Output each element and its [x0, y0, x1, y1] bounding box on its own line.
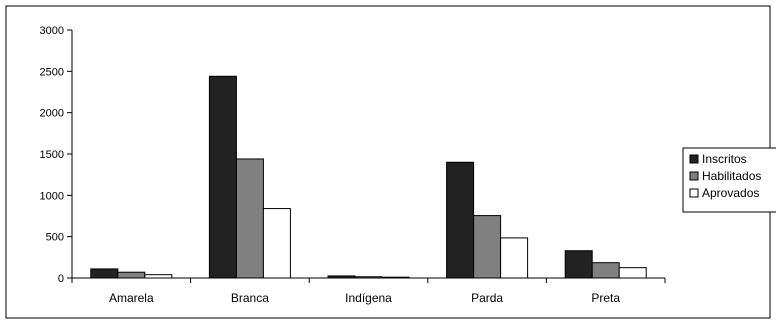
- bar-preta-aprovados: [618, 267, 647, 279]
- y-tick-label: 1500: [40, 149, 64, 161]
- bar-amarela-aprovados: [144, 274, 173, 279]
- legend-label: Habilitados: [702, 169, 761, 183]
- y-tick-label: 0: [58, 273, 64, 285]
- y-tick-label: 2000: [40, 108, 64, 120]
- bar-indígena-inscritos: [327, 275, 356, 279]
- bars: [90, 75, 647, 279]
- legend-swatch: [689, 154, 699, 164]
- x-tick-label: Preta: [591, 291, 620, 305]
- bar-parda-habilitados: [473, 215, 502, 279]
- bar-indígena-habilitados: [354, 276, 383, 279]
- y-tick-label: 500: [46, 232, 64, 244]
- bar-branca-inscritos: [208, 75, 237, 279]
- x-tick-label: Amarela: [109, 291, 154, 305]
- bar-preta-habilitados: [591, 262, 620, 279]
- legend-label: Inscritos: [702, 152, 747, 166]
- y-tick-label: 1000: [40, 190, 64, 202]
- bar-preta-inscritos: [564, 250, 593, 279]
- y-axis: 0 500 1000 1500 2000 2500 3000: [40, 25, 73, 285]
- legend-swatch: [689, 171, 699, 181]
- bar-branca-aprovados: [262, 208, 291, 279]
- bar-branca-habilitados: [235, 158, 264, 279]
- y-tick-label: 2500: [40, 66, 64, 78]
- bar-indígena-aprovados: [381, 276, 410, 279]
- bar-parda-inscritos: [446, 161, 475, 279]
- legend-label: Aprovados: [702, 186, 759, 200]
- bar-amarela-inscritos: [90, 268, 119, 279]
- chart-border: [5, 5, 771, 319]
- y-tick-label: 3000: [40, 25, 64, 37]
- bar-parda-aprovados: [500, 237, 529, 279]
- x-tick-label: Parda: [471, 291, 503, 305]
- legend-swatch: [689, 188, 699, 198]
- x-tick-label: Branca: [231, 291, 269, 305]
- x-axis: Amarela Branca Indígena Parda Preta: [71, 277, 666, 305]
- legend: Inscritos Habilitados Aprovados: [682, 147, 776, 213]
- x-tick-label: Indígena: [345, 291, 392, 305]
- bar-amarela-habilitados: [117, 271, 146, 279]
